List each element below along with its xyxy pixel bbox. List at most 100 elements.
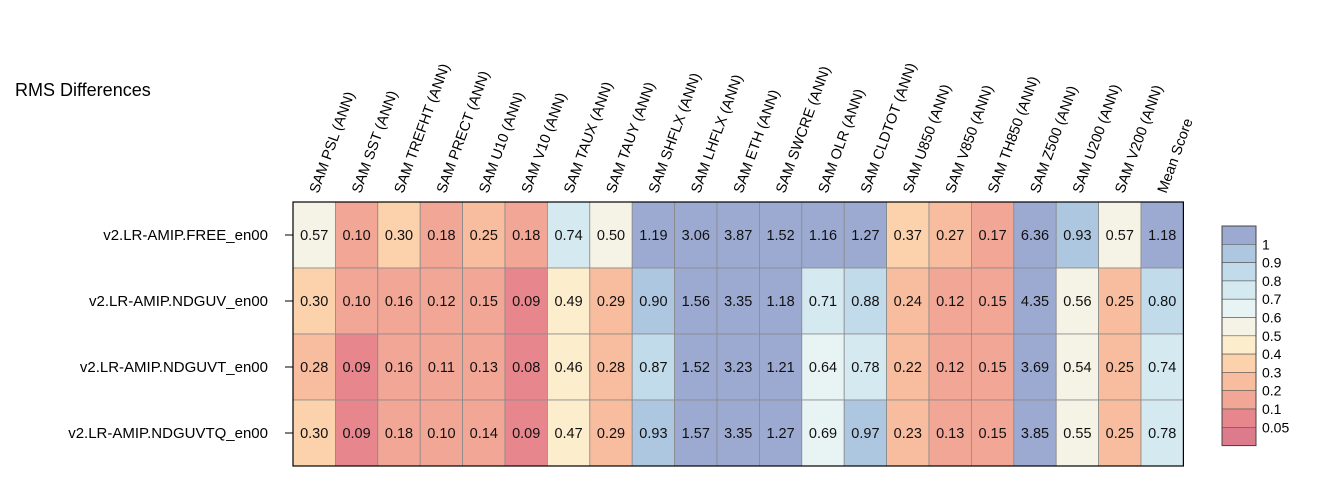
- heatmap-cell: [674, 267, 718, 335]
- heatmap-cell: [1140, 333, 1184, 401]
- heatmap-cell: [631, 333, 676, 401]
- legend-tick-label: 0.1: [1262, 401, 1282, 417]
- heatmap-cell: [1055, 333, 1099, 401]
- cell-value-label: 0.16: [385, 360, 413, 376]
- cell-value-label: 0.80: [1148, 294, 1176, 310]
- cell-value-label: 1.18: [1148, 228, 1176, 244]
- heatmap-cell: [886, 201, 930, 269]
- heatmap-cell: [504, 201, 548, 269]
- cell-value-label: 0.47: [554, 426, 582, 442]
- heatmap-cell: [334, 333, 379, 401]
- heatmap-cell: [801, 267, 845, 335]
- heatmap-cell: [716, 333, 760, 401]
- legend-frame: [1221, 225, 1257, 447]
- heatmap-cell: [1013, 201, 1057, 269]
- heatmap-cell: [843, 399, 888, 467]
- cell-value-label: 0.25: [1106, 426, 1134, 442]
- cell-value-label: 0.97: [851, 426, 879, 442]
- cell-value-label: 1.57: [682, 426, 710, 442]
- legend-color-swatch: [1221, 372, 1257, 391]
- cell-value-label: 0.12: [936, 294, 964, 310]
- legend-color-swatch: [1221, 390, 1257, 410]
- cell-value-label: 0.14: [470, 426, 498, 442]
- heatmap-cell: [759, 267, 803, 335]
- cell-value-label: 0.11: [428, 360, 455, 376]
- heatmap-cell: [801, 333, 845, 401]
- cell-value-label: 0.88: [851, 294, 879, 310]
- heatmap-cell: [716, 267, 760, 335]
- cell-value-label: 0.10: [342, 228, 370, 244]
- cell-value-label: 0.71: [809, 294, 837, 310]
- legend-tick-label: 0.7: [1262, 291, 1282, 307]
- heatmap-cell: [759, 201, 803, 269]
- heatmap-cell: [886, 399, 930, 467]
- cell-value-label: 0.13: [470, 360, 498, 376]
- heatmap-cell: [292, 333, 336, 401]
- heatmap-cell: [886, 267, 930, 335]
- legend-tick-label: 0.3: [1262, 364, 1282, 380]
- cell-value-label: 0.18: [385, 426, 413, 442]
- cell-value-label: 0.29: [597, 294, 625, 310]
- heatmap-cell: [589, 333, 633, 401]
- row-label: v2.LR-AMIP.NDGUV_en00: [89, 293, 268, 310]
- cell-value-label: 1.27: [766, 426, 794, 442]
- cell-value-label: 0.90: [639, 294, 667, 310]
- heatmap-cell: [674, 399, 718, 467]
- cell-value-label: 0.15: [470, 294, 498, 310]
- heatmap-cell: [589, 201, 633, 269]
- cell-value-label: 0.27: [936, 228, 964, 244]
- cell-value-label: 0.09: [342, 360, 370, 376]
- heatmap-cell: [843, 333, 888, 401]
- heatmap-cell: [547, 201, 591, 269]
- cell-value-label: 0.30: [385, 228, 413, 244]
- legend-tick-label: 0.05: [1262, 419, 1289, 435]
- cell-value-label: 0.57: [300, 228, 328, 244]
- cell-value-label: 0.09: [512, 294, 540, 310]
- cell-value-label: 0.09: [342, 426, 370, 442]
- cell-value-label: 3.85: [1021, 426, 1049, 442]
- column-label: SAM V10 (ANN): [519, 91, 570, 196]
- cell-value-label: 0.10: [427, 426, 455, 442]
- heatmap-cell: [843, 201, 888, 269]
- heatmap-cell: [716, 201, 760, 269]
- cell-value-label: 0.15: [978, 426, 1006, 442]
- heatmap-cell: [843, 267, 888, 335]
- heatmap-cell: [759, 399, 803, 467]
- cell-value-label: 1.21: [766, 360, 794, 376]
- legend-color-swatch: [1221, 244, 1257, 263]
- row-label: v2.LR-AMIP.FREE_en00: [103, 227, 268, 244]
- cell-value-label: 0.12: [427, 294, 455, 310]
- cell-value-label: 0.09: [512, 426, 540, 442]
- cell-value-label: 0.25: [1106, 294, 1134, 310]
- heatmap-cell: [1013, 267, 1057, 335]
- heatmap-cell: [631, 399, 676, 467]
- cell-value-label: 0.93: [1063, 228, 1091, 244]
- cell-value-label: 0.17: [978, 228, 1006, 244]
- legend-tick-label: 0.6: [1262, 310, 1282, 326]
- row-label: v2.LR-AMIP.NDGUVTQ_en00: [68, 425, 268, 442]
- cell-value-label: 0.78: [851, 360, 879, 376]
- cell-value-label: 0.10: [342, 294, 370, 310]
- cell-value-label: 0.50: [597, 228, 625, 244]
- cell-value-label: 0.56: [1063, 294, 1091, 310]
- heatmap-cell: [547, 267, 591, 335]
- legend-tick-label: 0.4: [1262, 346, 1282, 362]
- cell-value-label: 3.87: [724, 228, 752, 244]
- heatmap-cell: [928, 333, 972, 401]
- cell-value-label: 0.28: [597, 360, 625, 376]
- column-label: Mean Score: [1155, 116, 1197, 195]
- heatmap-cell: [504, 333, 548, 401]
- cell-value-label: 0.74: [554, 228, 582, 244]
- heatmap-cell: [419, 399, 464, 467]
- cell-value-label: 0.15: [978, 360, 1006, 376]
- legend-tick-label: 0.5: [1262, 328, 1282, 344]
- cell-value-label: 1.27: [851, 228, 879, 244]
- cell-value-label: 1.19: [639, 228, 667, 244]
- heatmap-cell: [801, 201, 845, 269]
- cell-value-label: 0.29: [597, 426, 625, 442]
- legend-tick-label: 0.2: [1262, 383, 1282, 399]
- cell-value-label: 0.13: [936, 426, 964, 442]
- column-label: SAM OLR (ANN): [816, 87, 869, 195]
- legend-tick-label: 0.9: [1262, 255, 1282, 271]
